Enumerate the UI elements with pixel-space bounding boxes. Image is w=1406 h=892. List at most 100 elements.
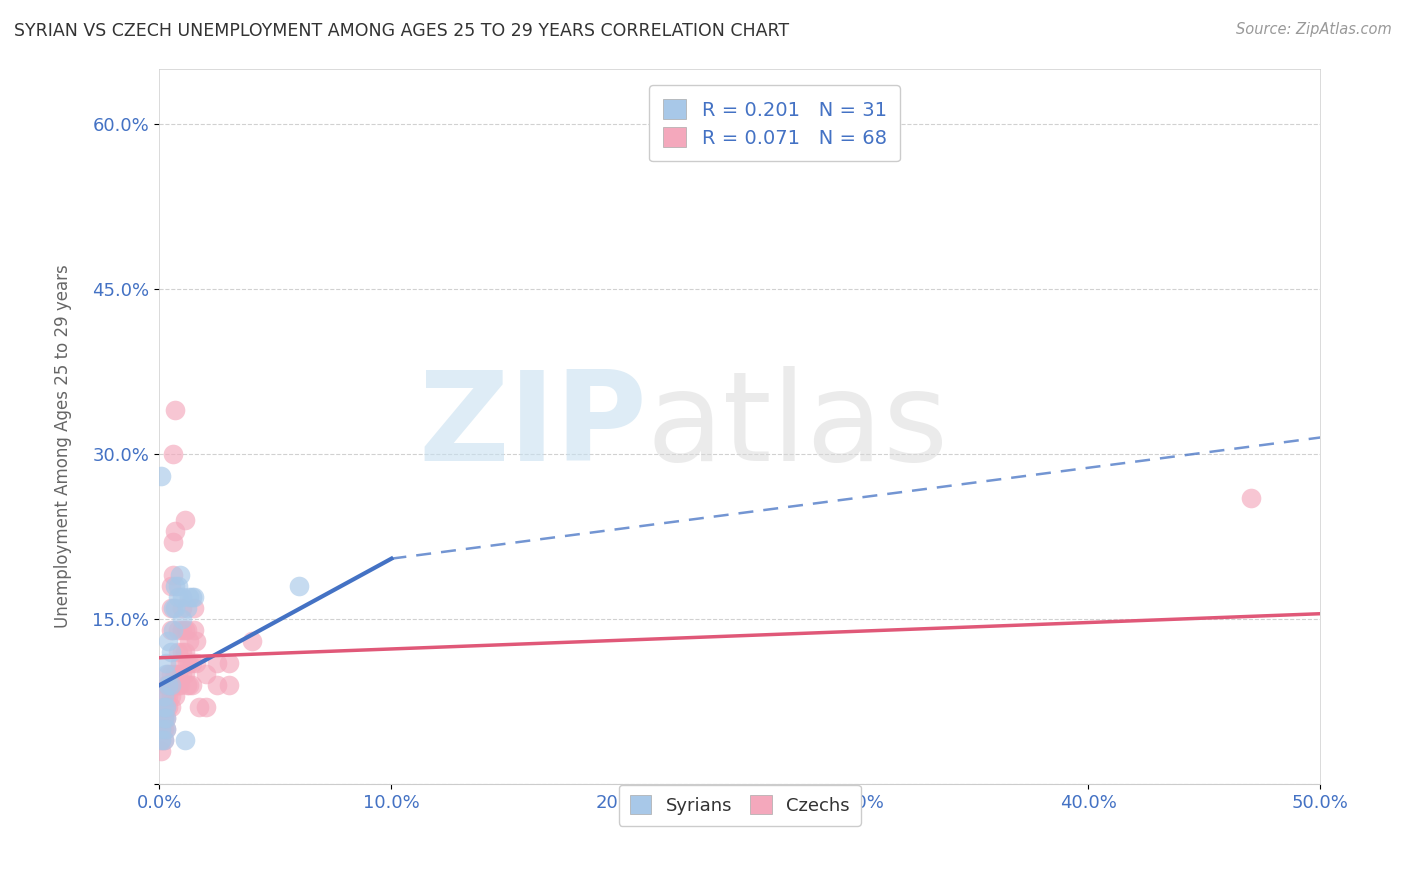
Point	[179, 590, 201, 604]
Point	[183, 601, 205, 615]
Point	[176, 601, 198, 615]
Text: SYRIAN VS CZECH UNEMPLOYMENT AMONG AGES 25 TO 29 YEARS CORRELATION CHART: SYRIAN VS CZECH UNEMPLOYMENT AMONG AGES …	[14, 22, 789, 40]
Point	[153, 700, 176, 714]
Point	[165, 601, 187, 615]
Point	[153, 690, 176, 704]
Point	[162, 678, 184, 692]
Point	[153, 711, 176, 725]
Point	[155, 678, 177, 692]
Point	[1240, 491, 1263, 505]
Point	[159, 678, 181, 692]
Point	[150, 733, 173, 747]
Text: ZIP: ZIP	[418, 366, 647, 487]
Point	[165, 579, 187, 593]
Point	[172, 667, 194, 681]
Point	[179, 657, 201, 671]
Point	[173, 513, 195, 527]
Point	[169, 678, 191, 692]
Point	[183, 624, 205, 638]
Point	[173, 624, 195, 638]
Point	[187, 700, 209, 714]
Point	[180, 657, 202, 671]
Point	[207, 678, 229, 692]
Point	[155, 711, 177, 725]
Point	[155, 711, 177, 725]
Point	[172, 624, 194, 638]
Point	[157, 678, 180, 692]
Point	[165, 667, 187, 681]
Point	[155, 700, 177, 714]
Point	[153, 711, 176, 725]
Point	[166, 678, 188, 692]
Point	[153, 733, 176, 747]
Point	[162, 624, 184, 638]
Point	[159, 678, 181, 692]
Text: atlas: atlas	[647, 366, 949, 487]
Point	[150, 733, 173, 747]
Point	[155, 700, 177, 714]
Point	[173, 733, 195, 747]
Point	[166, 645, 188, 659]
Point	[169, 657, 191, 671]
Point	[218, 657, 240, 671]
Point	[176, 678, 198, 692]
Point	[172, 601, 194, 615]
Point	[157, 700, 180, 714]
Point	[159, 624, 181, 638]
Legend: Syrians, Czechs: Syrians, Czechs	[619, 784, 860, 825]
Point	[159, 690, 181, 704]
Point	[162, 601, 184, 615]
Point	[159, 667, 181, 681]
Point	[287, 579, 309, 593]
Point	[172, 590, 194, 604]
Point	[194, 667, 217, 681]
Point	[186, 634, 208, 648]
Point	[157, 678, 180, 692]
Point	[150, 723, 173, 737]
Point	[159, 601, 181, 615]
Point	[157, 667, 180, 681]
Point	[183, 590, 205, 604]
Point	[155, 690, 177, 704]
Point	[172, 612, 194, 626]
Point	[186, 657, 208, 671]
Point	[153, 723, 176, 737]
Point	[150, 711, 173, 725]
Point	[157, 634, 180, 648]
Point	[166, 579, 188, 593]
Point	[166, 590, 188, 604]
Point	[157, 690, 180, 704]
Point	[155, 723, 177, 737]
Point	[162, 535, 184, 549]
Point	[162, 568, 184, 582]
Point	[165, 524, 187, 538]
Point	[150, 469, 173, 483]
Point	[165, 690, 187, 704]
Point	[155, 657, 177, 671]
Point	[165, 403, 187, 417]
Point	[207, 657, 229, 671]
Point	[153, 700, 176, 714]
Point	[173, 645, 195, 659]
Point	[166, 667, 188, 681]
Point	[162, 447, 184, 461]
Point	[194, 700, 217, 714]
Point	[173, 667, 195, 681]
Point	[153, 733, 176, 747]
Text: Unemployment Among Ages 25 to 29 years: Unemployment Among Ages 25 to 29 years	[55, 264, 72, 628]
Point	[180, 678, 202, 692]
Point	[172, 645, 194, 659]
Point	[218, 678, 240, 692]
Point	[180, 590, 202, 604]
Text: Source: ZipAtlas.com: Source: ZipAtlas.com	[1236, 22, 1392, 37]
Point	[240, 634, 263, 648]
Point	[179, 678, 201, 692]
Point	[176, 657, 198, 671]
Point	[179, 634, 201, 648]
Point	[155, 667, 177, 681]
Point	[155, 723, 177, 737]
Point	[169, 568, 191, 582]
Point	[150, 723, 173, 737]
Point	[176, 624, 198, 638]
Point	[150, 744, 173, 758]
